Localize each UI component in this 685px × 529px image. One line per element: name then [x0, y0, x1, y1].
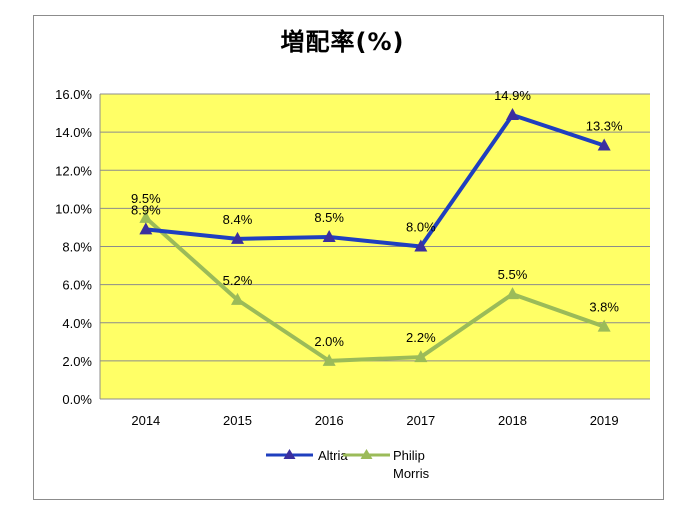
legend-marker-altria: [283, 449, 296, 459]
data-label-philip-morris: 3.8%: [589, 300, 619, 315]
data-point-philip-morris: [322, 353, 336, 366]
x-tick-label: 2018: [498, 413, 527, 428]
x-tick-label: 2015: [223, 413, 252, 428]
legend-label-philip-morris-1: Philip: [393, 448, 425, 463]
y-tick-label: 16.0%: [55, 87, 92, 102]
data-point-altria: [139, 222, 153, 235]
chart-title: 増配率(%): [280, 28, 405, 56]
y-tick-label: 10.0%: [55, 201, 92, 216]
data-label-altria: 8.4%: [223, 212, 253, 227]
data-label-philip-morris: 5.2%: [223, 273, 253, 288]
data-point-philip-morris: [597, 319, 611, 332]
series-line-altria: [145, 112, 605, 249]
data-label-philip-morris: 5.5%: [498, 267, 528, 282]
data-label-altria: 8.9%: [131, 202, 161, 217]
y-tick-label: 12.0%: [55, 163, 92, 178]
legend: Altria Philip Morris: [266, 448, 430, 481]
legend-label-altria: Altria: [318, 448, 348, 463]
y-tick-label: 8.0%: [62, 240, 92, 255]
x-tick-label: 2019: [590, 413, 619, 428]
data-label-altria: 8.0%: [406, 220, 436, 235]
data-label-philip-morris: 2.2%: [406, 330, 436, 345]
data-point-altria: [414, 239, 428, 252]
y-tick-labels: 0.0% 2.0% 4.0% 6.0% 8.0% 10.0% 12.0% 14.0% 16.0%: [55, 87, 92, 407]
data-point-philip-morris: [231, 292, 244, 305]
data-labels: 9.5% 5.2% 2.0% 2.2% 5.5% 3.8% 8.9% 8.4% 8.5% 8.0%…: [131, 88, 623, 349]
data-point-altria: [231, 231, 244, 244]
y-tick-label: 6.0%: [62, 278, 92, 293]
series-lines: [139, 107, 611, 366]
data-point-philip-morris: [414, 350, 428, 363]
legend-label-philip-morris-2: Morris: [393, 466, 430, 481]
x-tick-label: 2016: [315, 413, 344, 428]
data-label-altria: 8.5%: [314, 210, 344, 225]
x-tick-label: 2014: [131, 413, 160, 428]
data-label-philip-morris: 9.5%: [131, 191, 161, 206]
data-point-philip-morris: [139, 210, 153, 223]
series-line-philip-morris: [144, 216, 605, 363]
x-tick-labels: 2014 2015 2016 2017 2018 2019: [131, 413, 618, 428]
data-label-altria: 14.9%: [494, 88, 531, 103]
data-label-philip-morris: 2.0%: [314, 334, 344, 349]
y-tick-label: 4.0%: [62, 316, 92, 331]
data-point-altria: [322, 229, 336, 242]
y-tick-label: 2.0%: [62, 354, 92, 369]
x-tick-label: 2017: [406, 413, 435, 428]
y-tick-label: 14.0%: [55, 125, 92, 140]
data-point-philip-morris: [506, 287, 519, 300]
data-point-altria: [597, 138, 611, 151]
legend-marker-philip-morris: [360, 449, 373, 459]
data-point-altria: [506, 107, 519, 120]
data-label-altria: 13.3%: [586, 118, 623, 133]
y-tick-label: 0.0%: [62, 392, 92, 407]
